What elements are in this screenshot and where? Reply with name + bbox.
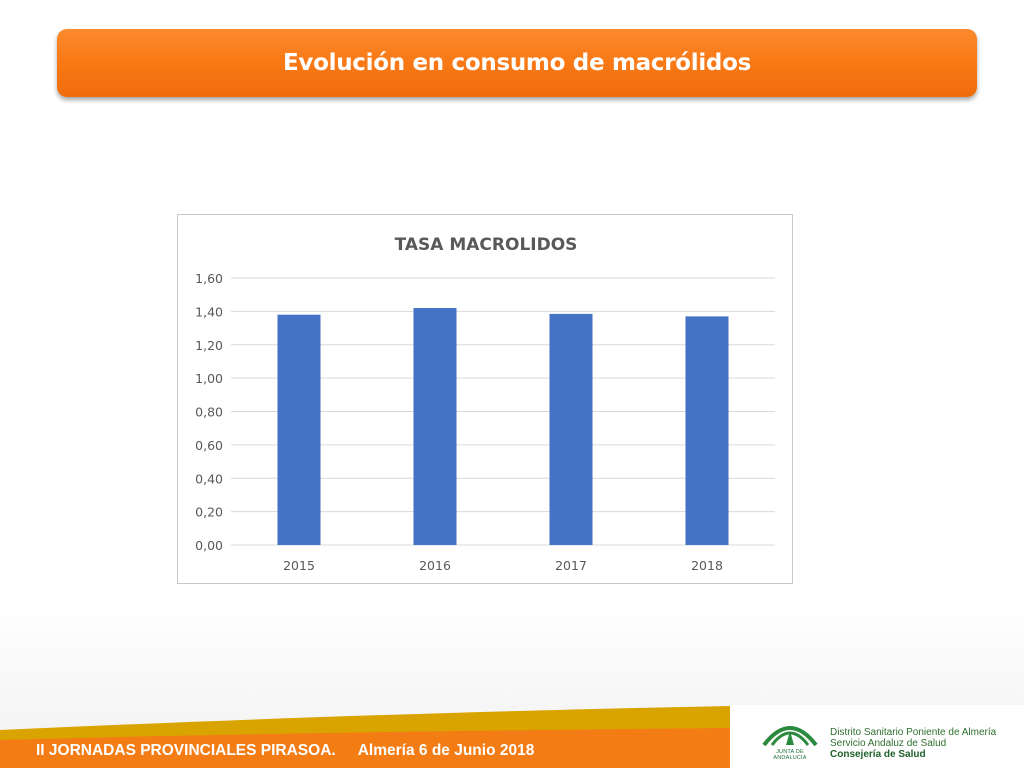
y-tick-label: 0,00 (195, 538, 223, 553)
organization-lines: Distrito Sanitario Poniente de Almería S… (830, 727, 996, 760)
footer-event: II JORNADAS PROVINCIALES PIRASOA. (36, 742, 336, 759)
bar-2015 (277, 314, 321, 545)
y-tick-label: 0,40 (195, 471, 223, 486)
logo-block: JUNTA DE ANDALUCIA Distrito Sanitario Po… (730, 705, 1024, 768)
bar-chart: TASA MACROLIDOS 0,00 0,20 0,40 0,60 0,80 1,00… (195, 235, 775, 573)
junta-andalucia-logo (762, 726, 818, 747)
org-line-district: Distrito Sanitario Poniente de Almería (830, 727, 997, 738)
slide-title: Evolución en consumo de macrólidos (283, 50, 751, 76)
org-line-service: Servicio Andaluz de Salud (830, 738, 947, 749)
y-tick-label: 1,20 (195, 338, 223, 353)
bar-2018 (685, 316, 729, 545)
bar-2017 (549, 313, 593, 545)
x-tick-label: 2017 (555, 558, 587, 573)
y-tick-label: 1,40 (195, 304, 223, 319)
y-tick-label: 0,80 (195, 405, 223, 420)
chart-card: TASA MACROLIDOS 0,00 0,20 0,40 0,60 0,80 1,00… (177, 214, 793, 584)
x-tick-label: 2016 (419, 558, 451, 573)
footer-bands (0, 706, 730, 768)
logo-caption: JUNTA DE ANDALUCIA (773, 749, 807, 761)
y-tick-label: 0,60 (195, 438, 223, 453)
chart-title: TASA MACROLIDOS (395, 235, 578, 255)
org-line-ministry: Consejería de Salud (830, 749, 926, 760)
footer-orange-band (0, 728, 730, 768)
y-tick-label: 1,60 (195, 271, 223, 286)
bar-2016 (413, 308, 457, 545)
footer-date: Almería 6 de Junio 2018 (357, 742, 535, 759)
x-tick-label: 2015 (283, 558, 315, 573)
y-tick-label: 1,00 (195, 371, 223, 386)
slide-header: Evolución en consumo de macrólidos (57, 29, 977, 97)
y-tick-label: 0,20 (195, 505, 223, 520)
x-tick-label: 2018 (691, 558, 723, 573)
footer-caption: II JORNADAS PROVINCIALES PIRASOA. Almería… (36, 742, 534, 760)
